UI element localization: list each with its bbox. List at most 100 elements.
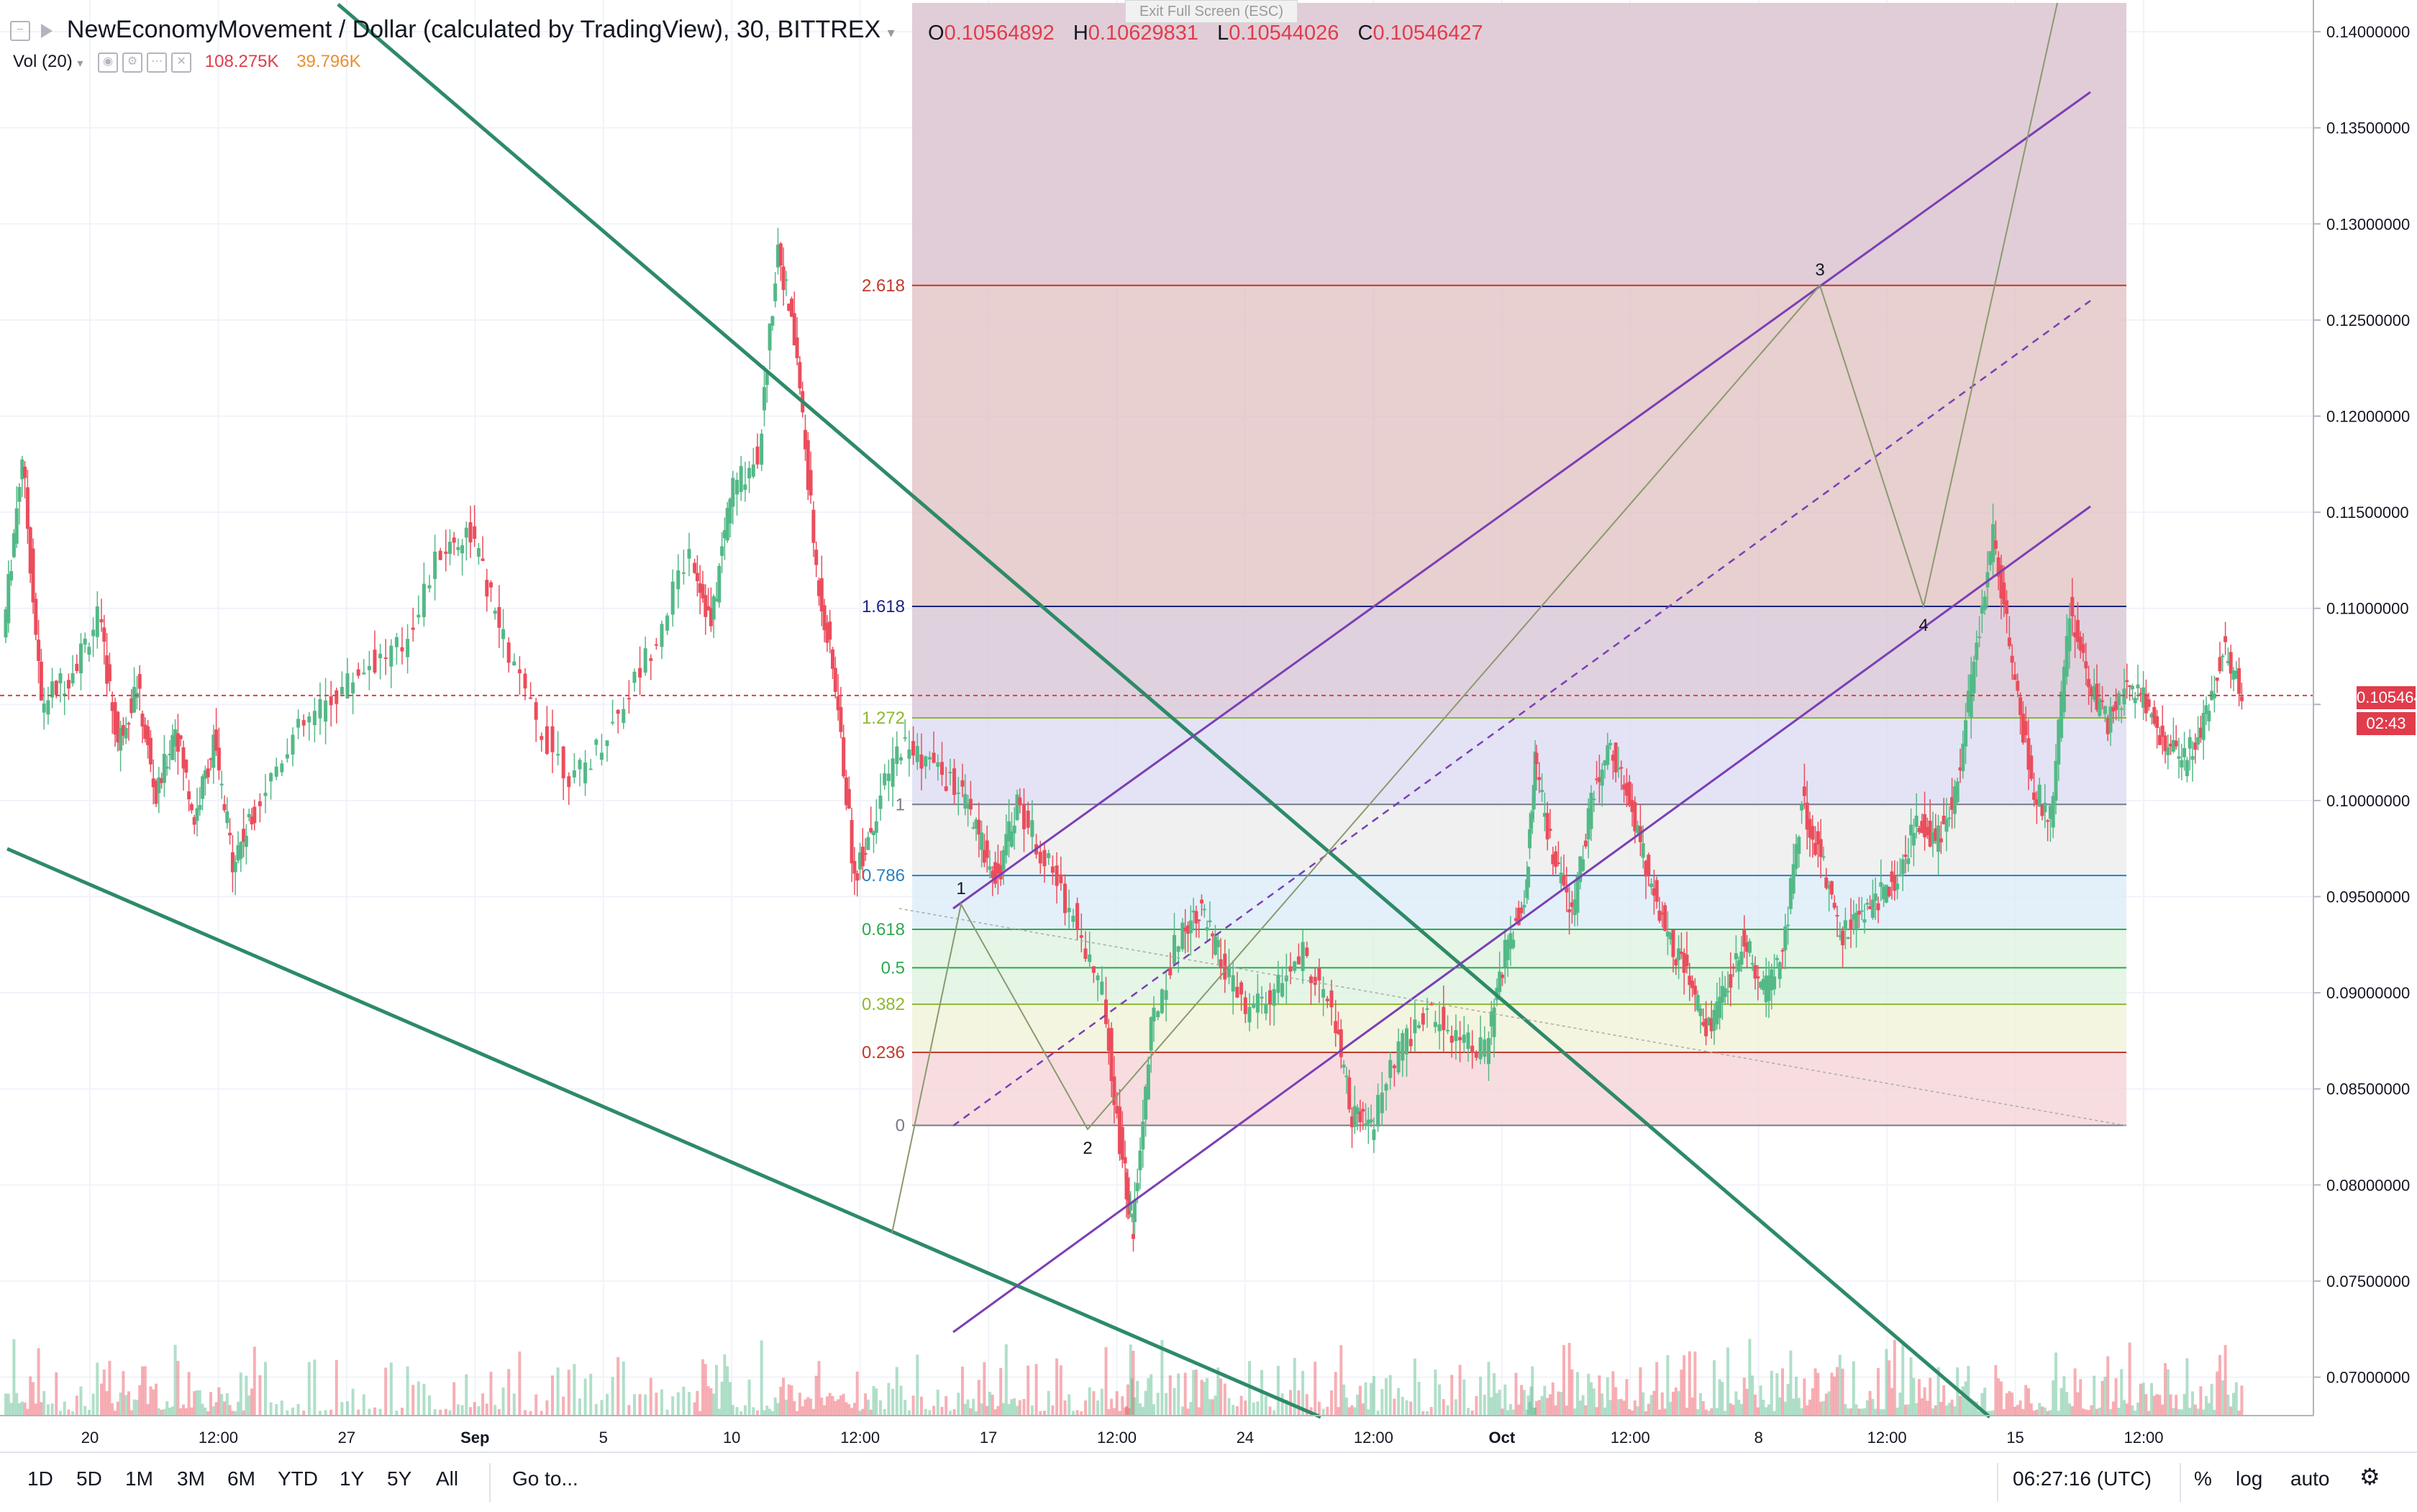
candle-body <box>2207 711 2211 721</box>
candle-body <box>980 832 984 850</box>
volume-bar <box>2054 1352 2057 1416</box>
range-all[interactable]: All <box>436 1467 459 1490</box>
candle-body <box>2169 743 2173 747</box>
volume-bar <box>4 1393 7 1416</box>
time-tick-label: 10 <box>723 1429 740 1447</box>
range-1y[interactable]: 1Y <box>340 1467 365 1490</box>
exit-fullscreen-button[interactable]: Exit Full Screen (ESC) <box>1125 0 1298 23</box>
candle-body <box>974 819 978 829</box>
candle-body <box>899 757 903 761</box>
volume-bar <box>1601 1393 1604 1416</box>
candle-body <box>836 696 840 711</box>
volume-bar <box>2218 1354 2221 1416</box>
candle-body <box>2067 618 2072 652</box>
candle-body <box>324 700 328 722</box>
percent-toggle[interactable]: % <box>2194 1467 2212 1490</box>
candle-body <box>2237 668 2241 694</box>
collapse-icon[interactable]: − <box>10 21 30 42</box>
candle-body <box>2231 670 2236 680</box>
volume-bar <box>720 1381 724 1416</box>
volume-bar <box>1762 1400 1765 1416</box>
volume-bar <box>378 1408 382 1416</box>
gear-icon[interactable]: ⚙ <box>2359 1464 2380 1490</box>
eye-icon[interactable]: ◉ <box>98 52 119 73</box>
candle-body <box>731 478 735 507</box>
range-5y[interactable]: 5Y <box>387 1467 412 1490</box>
volume-bar <box>34 1403 37 1416</box>
candle-body <box>247 814 251 818</box>
candle-body <box>1690 980 1695 988</box>
settings-icon[interactable]: ⚙ <box>122 52 143 73</box>
volume-bar <box>2111 1401 2115 1416</box>
volume-bar <box>1915 1403 1918 1416</box>
volume-bar <box>83 1406 87 1416</box>
volume-bar <box>1795 1377 1798 1416</box>
volume-bar <box>1342 1384 1346 1416</box>
candle-body <box>1144 1086 1148 1120</box>
candle-body <box>1369 1119 1373 1123</box>
volume-bar <box>1980 1393 1984 1416</box>
clock[interactable]: 06:27:16 (UTC) <box>2013 1467 2152 1490</box>
candle-body <box>1313 976 1317 985</box>
volume-bar <box>1104 1347 1108 1416</box>
candle-body <box>1183 927 1188 932</box>
chevron-down-icon[interactable]: ▾ <box>77 58 83 70</box>
volume-bar <box>146 1403 150 1416</box>
log-toggle[interactable]: log <box>2236 1467 2263 1490</box>
volume-bar <box>1462 1379 1466 1416</box>
more-icon[interactable]: ⋯ <box>147 52 168 73</box>
candle-body <box>1514 918 1518 921</box>
candle-body <box>1425 1008 1429 1010</box>
close-value: 0.10546427 <box>1373 22 1483 45</box>
volume-bar <box>855 1371 859 1416</box>
candle-body <box>181 747 186 769</box>
close-icon[interactable]: ✕ <box>171 52 192 73</box>
volume-bar <box>1084 1400 1087 1416</box>
range-ytd[interactable]: YTD <box>278 1467 318 1490</box>
volume-bar <box>1216 1367 1220 1416</box>
flag-icon[interactable] <box>41 24 53 39</box>
volume-bar <box>1280 1393 1284 1416</box>
candle-body <box>252 806 257 824</box>
range-3m[interactable]: 3M <box>177 1467 205 1490</box>
candle-body <box>1047 853 1051 858</box>
goto-button[interactable]: Go to... <box>512 1467 578 1490</box>
candle-body <box>1168 967 1173 975</box>
volume-bar <box>1055 1358 1059 1416</box>
candle-body <box>1652 888 1656 896</box>
range-1d[interactable]: 1D <box>27 1467 53 1490</box>
range-6m[interactable]: 6M <box>227 1467 255 1490</box>
volume-bar <box>814 1375 818 1416</box>
candle-body <box>2051 796 2055 828</box>
candle-body <box>1531 785 1536 810</box>
volume-bar <box>1347 1407 1351 1416</box>
price-axis[interactable]: 0.14000000 0.13500000 0.13000000 0.12500000… <box>2313 0 2410 1416</box>
candle-body <box>2065 636 2069 677</box>
range-1m[interactable]: 1M <box>125 1467 153 1490</box>
candle-body <box>110 702 114 711</box>
volume-bar <box>1071 1411 1075 1416</box>
candle-body <box>2040 804 2044 816</box>
symbol-title[interactable]: − NewEconomyMovement / Dollar (calculate… <box>10 16 895 44</box>
volume-label[interactable]: Vol (20) <box>13 52 73 71</box>
candle-body <box>698 583 702 593</box>
volume-bar <box>1110 1398 1114 1416</box>
candle-body <box>811 509 816 543</box>
volume-bar <box>2196 1408 2200 1416</box>
candle-body <box>709 608 713 627</box>
range-5d[interactable]: 5D <box>76 1467 102 1490</box>
auto-toggle[interactable]: auto <box>2290 1467 2330 1490</box>
chevron-down-icon[interactable]: ▾ <box>887 25 895 41</box>
candle-body <box>2174 740 2178 747</box>
candle-body <box>1126 1178 1130 1201</box>
time-axis[interactable]: 20 12:00 27 Sep 5 10 12:00 17 12:00 24 12:00 Oct 12:… <box>0 1415 2313 1447</box>
volume-bar <box>1068 1394 1071 1416</box>
candle-body <box>561 746 565 779</box>
volume-bar <box>1002 1403 1005 1416</box>
candle-body <box>545 726 549 755</box>
candle-body <box>1597 777 1601 783</box>
time-tick-label: Oct <box>1488 1429 1515 1447</box>
volume-bar <box>63 1401 66 1416</box>
volume-bar <box>2141 1383 2145 1416</box>
